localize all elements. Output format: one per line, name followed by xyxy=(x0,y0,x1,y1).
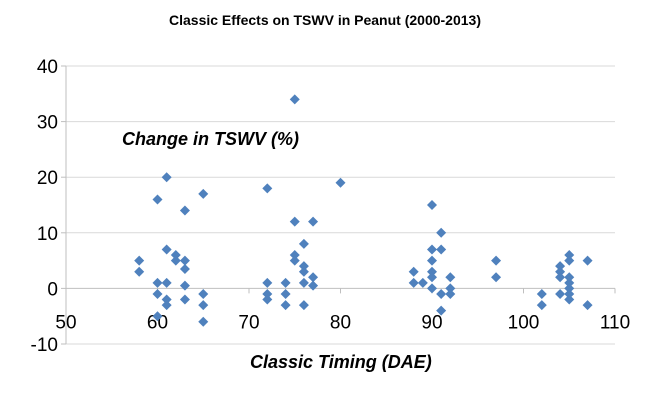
data-point-0-37 xyxy=(298,300,309,311)
data-point-0-12 xyxy=(170,255,181,266)
data-point-0-42 xyxy=(408,266,419,277)
data-point-0-71 xyxy=(564,288,575,299)
data-point-0-4 xyxy=(152,288,163,299)
data-point-0-64 xyxy=(555,272,566,283)
data-point-0-45 xyxy=(427,200,437,210)
y-tick-label-20: 20 xyxy=(37,168,58,189)
data-point-0-65 xyxy=(555,288,566,299)
data-point-0-7 xyxy=(161,244,172,255)
data-point-0-54 xyxy=(436,305,447,316)
data-point-0-49 xyxy=(427,272,437,283)
data-point-0-17 xyxy=(179,294,190,305)
data-point-0-62 xyxy=(555,261,566,272)
data-point-0-69 xyxy=(564,277,575,288)
data-point-0-5 xyxy=(152,311,163,322)
data-points xyxy=(134,94,593,327)
data-point-0-73 xyxy=(582,255,593,266)
data-point-0-35 xyxy=(298,266,309,277)
data-point-0-23 xyxy=(262,277,273,288)
data-point-0-56 xyxy=(445,283,456,294)
data-point-0-1 xyxy=(134,266,145,277)
data-point-0-39 xyxy=(308,272,319,283)
data-point-0-55 xyxy=(445,272,456,283)
data-point-0-53 xyxy=(436,288,447,299)
axes xyxy=(61,65,616,345)
data-point-0-43 xyxy=(408,277,419,288)
data-point-0-41 xyxy=(335,177,346,188)
x-tick-label-80: 80 xyxy=(330,312,351,333)
data-point-0-38 xyxy=(308,216,319,227)
data-point-0-32 xyxy=(289,255,300,266)
data-point-0-51 xyxy=(436,227,447,238)
y-tick-label--10: -10 xyxy=(31,335,58,356)
data-point-0-40 xyxy=(308,280,319,291)
tick-labels: -10 0 10 20 30 40 50 60 70 80 90 100 110 xyxy=(31,57,631,356)
data-point-0-48 xyxy=(427,266,437,277)
data-point-0-30 xyxy=(289,216,300,227)
data-point-0-36 xyxy=(298,277,309,288)
data-point-0-25 xyxy=(262,294,273,305)
data-point-0-15 xyxy=(179,263,190,274)
data-point-0-68 xyxy=(564,272,575,283)
data-point-0-6 xyxy=(161,172,172,183)
data-point-0-28 xyxy=(280,300,291,311)
x-tick-label-90: 90 xyxy=(421,312,442,333)
x-tick-label-110: 110 xyxy=(600,312,630,333)
x-tick-label-70: 70 xyxy=(238,312,259,333)
data-point-0-47 xyxy=(427,255,437,266)
chart-title: Classic Effects on TSWV in Peanut (2000-… xyxy=(169,12,481,28)
data-point-0-3 xyxy=(152,277,163,288)
data-point-0-14 xyxy=(179,255,190,266)
data-point-0-66 xyxy=(564,250,575,261)
data-point-0-33 xyxy=(298,238,309,249)
y-tick-label-30: 30 xyxy=(37,113,58,134)
gridlines xyxy=(66,65,615,345)
data-point-0-29 xyxy=(289,94,300,105)
data-point-0-9 xyxy=(161,294,172,305)
data-point-0-58 xyxy=(491,255,502,266)
y-tick-label-0: 0 xyxy=(47,279,58,300)
data-point-0-44 xyxy=(417,277,428,288)
data-point-0-31 xyxy=(289,250,300,261)
data-point-0-67 xyxy=(564,255,575,266)
y-axis-label: Change in TSWV (%) xyxy=(122,129,299,149)
x-tick-label-50: 50 xyxy=(55,312,76,333)
x-tick-label-60: 60 xyxy=(147,312,168,333)
data-point-0-13 xyxy=(179,205,190,216)
data-point-0-34 xyxy=(298,261,309,272)
data-point-0-26 xyxy=(280,277,291,288)
data-point-0-57 xyxy=(445,288,456,299)
data-point-0-18 xyxy=(198,188,209,199)
data-point-0-63 xyxy=(555,266,566,277)
data-point-0-70 xyxy=(564,283,575,294)
data-point-0-74 xyxy=(582,300,593,311)
data-point-0-22 xyxy=(262,183,273,194)
data-point-0-16 xyxy=(179,280,190,291)
data-point-0-19 xyxy=(198,288,209,299)
x-axis-label: Classic Timing (DAE) xyxy=(250,352,432,372)
data-point-0-50 xyxy=(427,283,437,294)
data-point-0-60 xyxy=(536,288,547,299)
data-point-0-27 xyxy=(280,288,291,299)
data-point-0-21 xyxy=(198,316,209,327)
y-tick-label-10: 10 xyxy=(37,224,58,245)
data-point-0-11 xyxy=(170,250,181,261)
data-point-0-20 xyxy=(198,300,209,311)
y-tick-label-40: 40 xyxy=(37,57,58,78)
data-point-0-10 xyxy=(161,300,172,311)
data-point-0-46 xyxy=(427,244,437,255)
data-point-0-72 xyxy=(564,294,575,305)
data-point-0-2 xyxy=(152,194,163,205)
data-point-0-61 xyxy=(536,300,547,311)
data-point-0-0 xyxy=(134,255,145,266)
data-point-0-52 xyxy=(436,244,447,255)
x-tick-label-100: 100 xyxy=(508,312,540,333)
data-point-0-24 xyxy=(262,288,273,299)
data-point-0-8 xyxy=(161,277,172,288)
data-point-0-59 xyxy=(491,272,502,283)
